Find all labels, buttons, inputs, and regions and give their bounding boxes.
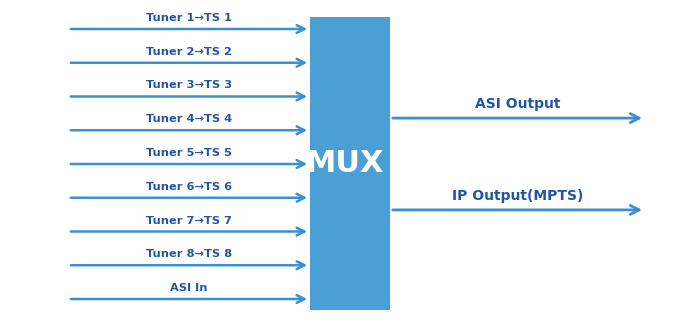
Text: ASI In: ASI In bbox=[170, 283, 208, 293]
Text: Tuner 7→TS 7: Tuner 7→TS 7 bbox=[146, 215, 232, 226]
Text: Tuner 5→TS 5: Tuner 5→TS 5 bbox=[146, 148, 232, 158]
Text: MUX: MUX bbox=[306, 149, 385, 178]
Text: IP Output(MPTS): IP Output(MPTS) bbox=[452, 189, 583, 203]
Text: Tuner 6→TS 6: Tuner 6→TS 6 bbox=[146, 182, 232, 192]
Text: Tuner 8→TS 8: Tuner 8→TS 8 bbox=[146, 249, 232, 259]
Text: Tuner 2→TS 2: Tuner 2→TS 2 bbox=[146, 47, 232, 57]
Text: Tuner 4→TS 4: Tuner 4→TS 4 bbox=[146, 114, 232, 124]
Text: ASI Output: ASI Output bbox=[475, 97, 560, 111]
Text: Tuner 1→TS 1: Tuner 1→TS 1 bbox=[146, 13, 232, 23]
Bar bbox=[310, 17, 390, 310]
Text: Tuner 3→TS 3: Tuner 3→TS 3 bbox=[146, 80, 232, 91]
